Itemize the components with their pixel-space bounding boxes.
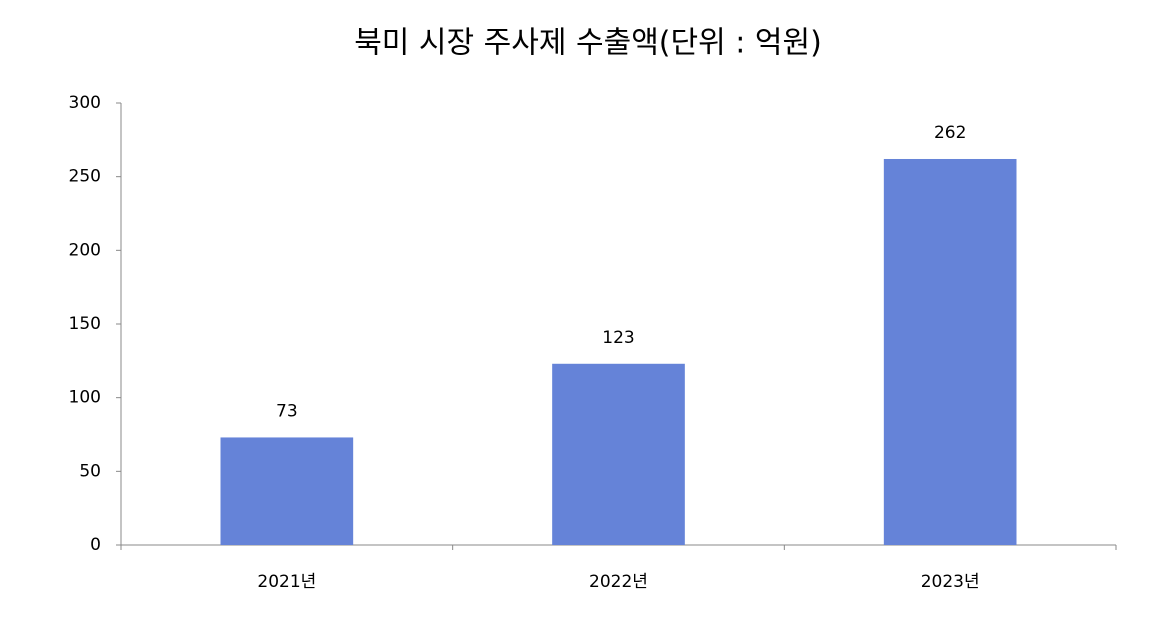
data-label: 73 [276, 401, 298, 421]
bar [552, 363, 685, 545]
y-tick-label: 300 [69, 93, 101, 113]
y-tick-label: 50 [79, 461, 101, 481]
x-tick-label: 2021년 [257, 572, 316, 592]
y-tick-label: 150 [69, 314, 101, 334]
y-tick-label: 0 [90, 535, 101, 555]
y-tick-label: 250 [69, 167, 101, 187]
y-tick-label: 200 [69, 240, 101, 260]
bar [220, 437, 354, 545]
bar [883, 158, 1017, 545]
x-tick-label: 2023년 [921, 572, 980, 592]
data-label: 262 [934, 123, 966, 143]
x-tick-label: 2022년 [589, 572, 648, 592]
chart-title: 북미 시장 주사제 수출액(단위 : 억원) [354, 26, 822, 61]
y-tick-label: 100 [69, 388, 101, 408]
data-label: 123 [602, 328, 634, 348]
